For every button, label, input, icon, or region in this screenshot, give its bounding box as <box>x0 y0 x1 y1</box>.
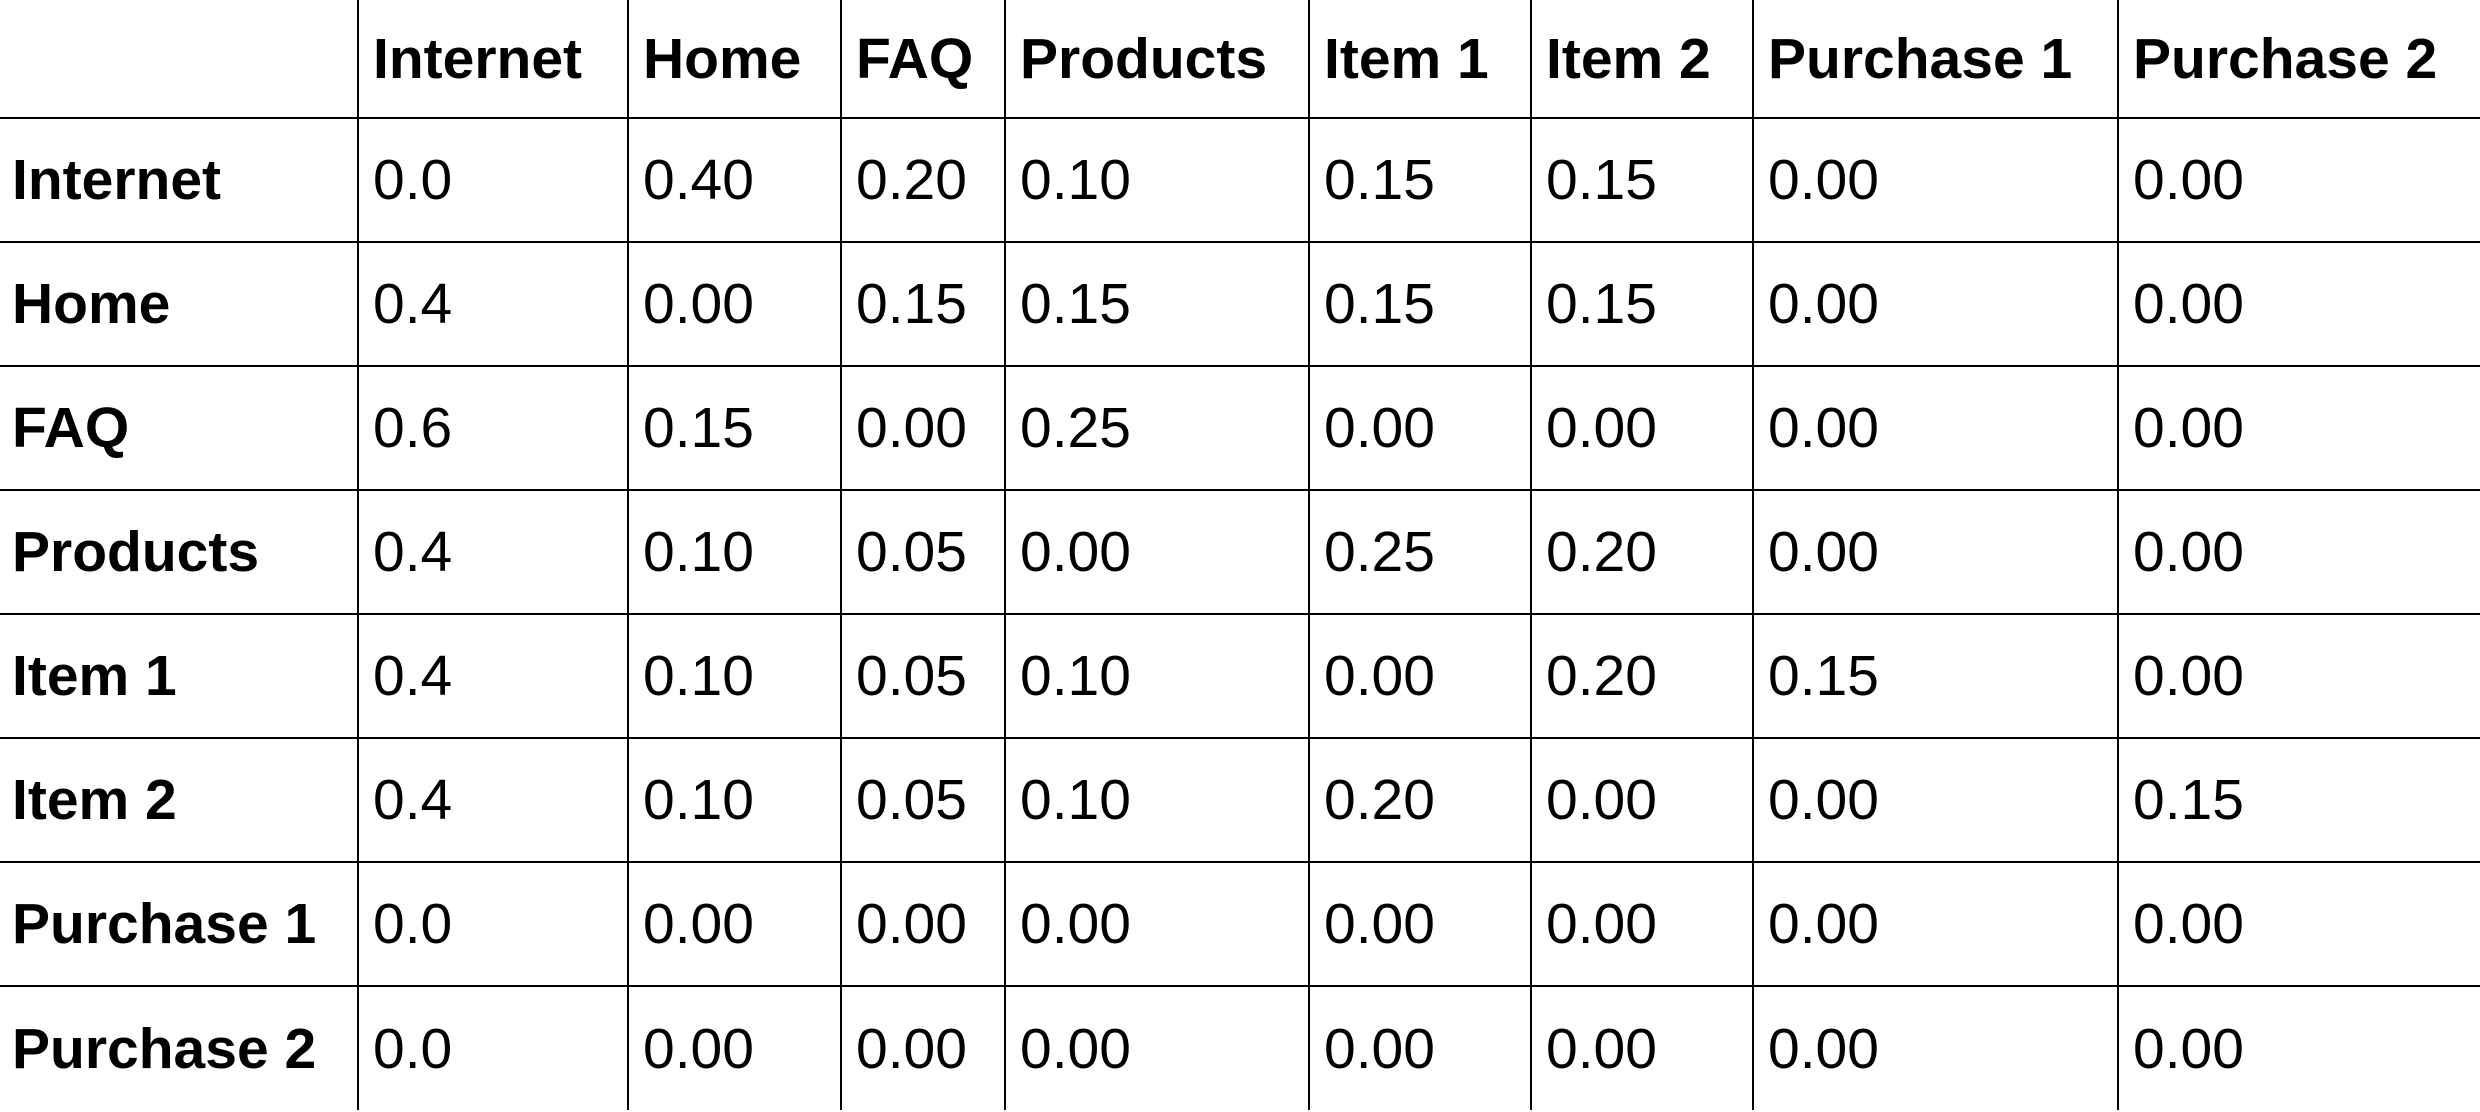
table-cell: 0.15 <box>627 365 842 491</box>
table-cell: 0.00 <box>1752 985 2119 1110</box>
table-cell: 0.05 <box>840 613 1006 739</box>
table-row: Purchase 2 0.0 0.00 0.00 0.00 0.00 0.00 … <box>0 985 2480 1110</box>
table-cell: 0.15 <box>1004 241 1310 367</box>
table-cell: 0.00 <box>1752 489 2119 615</box>
table-cell: 0.00 <box>840 861 1006 987</box>
table-row: Item 1 0.4 0.10 0.05 0.10 0.00 0.20 0.15… <box>0 613 2480 739</box>
table-cell: 0.00 <box>627 861 842 987</box>
column-header-item-1: Item 1 <box>1308 0 1532 119</box>
table-row: Purchase 1 0.0 0.00 0.00 0.00 0.00 0.00 … <box>0 861 2480 987</box>
table-cell: 0.00 <box>1530 861 1754 987</box>
table-cell: 0.10 <box>1004 737 1310 863</box>
table-cell: 0.0 <box>357 985 629 1110</box>
table-row: Home 0.4 0.00 0.15 0.15 0.15 0.15 0.00 0… <box>0 241 2480 367</box>
table-cell: 0.15 <box>840 241 1006 367</box>
table-cell: 0.15 <box>1308 241 1532 367</box>
row-header-purchase-2: Purchase 2 <box>0 985 359 1110</box>
table-cell: 0.00 <box>1752 117 2119 243</box>
table-cell: 0.00 <box>2117 489 2480 615</box>
table-cell: 0.05 <box>840 737 1006 863</box>
column-header-faq: FAQ <box>840 0 1006 119</box>
table-cell: 0.00 <box>1530 737 1754 863</box>
table-cell: 0.00 <box>1004 861 1310 987</box>
column-header-home: Home <box>627 0 842 119</box>
table-cell: 0.0 <box>357 117 629 243</box>
table-row: FAQ 0.6 0.15 0.00 0.25 0.00 0.00 0.00 0.… <box>0 365 2480 491</box>
table-cell: 0.10 <box>1004 613 1310 739</box>
table-cell: 0.00 <box>2117 861 2480 987</box>
row-header-purchase-1: Purchase 1 <box>0 861 359 987</box>
table-cell: 0.20 <box>1530 489 1754 615</box>
table-cell: 0.15 <box>1530 241 1754 367</box>
column-header-internet: Internet <box>357 0 629 119</box>
table-cell: 0.0 <box>357 861 629 987</box>
table-cell: 0.00 <box>2117 613 2480 739</box>
table-cell: 0.4 <box>357 241 629 367</box>
table-cell: 0.00 <box>840 365 1006 491</box>
row-header-item-1: Item 1 <box>0 613 359 739</box>
table-cell: 0.00 <box>840 985 1006 1110</box>
table-cell: 0.00 <box>1308 985 1532 1110</box>
table-cell: 0.00 <box>2117 365 2480 491</box>
table-cell: 0.05 <box>840 489 1006 615</box>
row-header-faq: FAQ <box>0 365 359 491</box>
table-cell: 0.00 <box>1308 861 1532 987</box>
column-header-products: Products <box>1004 0 1310 119</box>
table-row: Internet 0.0 0.40 0.20 0.10 0.15 0.15 0.… <box>0 117 2480 243</box>
table-cell: 0.10 <box>627 489 842 615</box>
table-cell: 0.20 <box>1530 613 1754 739</box>
table-cell: 0.00 <box>2117 985 2480 1110</box>
table-cell: 0.10 <box>627 737 842 863</box>
table-cell: 0.00 <box>1530 365 1754 491</box>
table-cell: 0.00 <box>1752 365 2119 491</box>
table-cell: 0.15 <box>1308 117 1532 243</box>
table-cell: 0.4 <box>357 737 629 863</box>
table-cell: 0.6 <box>357 365 629 491</box>
table-cell: 0.10 <box>1004 117 1310 243</box>
column-header-item-2: Item 2 <box>1530 0 1754 119</box>
table-cell: 0.00 <box>627 985 842 1110</box>
table-cell: 0.00 <box>627 241 842 367</box>
table-cell: 0.15 <box>1752 613 2119 739</box>
row-header-item-2: Item 2 <box>0 737 359 863</box>
table-cell: 0.00 <box>1752 861 2119 987</box>
table-cell: 0.25 <box>1004 365 1310 491</box>
corner-cell <box>0 0 359 119</box>
table-cell: 0.00 <box>1308 613 1532 739</box>
table-cell: 0.20 <box>840 117 1006 243</box>
table-cell: 0.00 <box>2117 241 2480 367</box>
table-cell: 0.40 <box>627 117 842 243</box>
table-cell: 0.00 <box>2117 117 2480 243</box>
column-header-purchase-1: Purchase 1 <box>1752 0 2119 119</box>
table-cell: 0.4 <box>357 489 629 615</box>
table-cell: 0.20 <box>1308 737 1532 863</box>
table-cell: 0.00 <box>1004 489 1310 615</box>
table-cell: 0.10 <box>627 613 842 739</box>
column-header-purchase-2: Purchase 2 <box>2117 0 2480 119</box>
table-cell: 0.00 <box>1752 737 2119 863</box>
table-row: Products 0.4 0.10 0.05 0.00 0.25 0.20 0.… <box>0 489 2480 615</box>
table-cell: 0.00 <box>1308 365 1532 491</box>
table-cell: 0.15 <box>2117 737 2480 863</box>
table-cell: 0.25 <box>1308 489 1532 615</box>
table-cell: 0.4 <box>357 613 629 739</box>
table-cell: 0.00 <box>1004 985 1310 1110</box>
row-header-products: Products <box>0 489 359 615</box>
table-cell: 0.15 <box>1530 117 1754 243</box>
table-row: Item 2 0.4 0.10 0.05 0.10 0.20 0.00 0.00… <box>0 737 2480 863</box>
row-header-home: Home <box>0 241 359 367</box>
table-cell: 0.00 <box>1530 985 1754 1110</box>
header-row: Internet Home FAQ Products Item 1 Item 2… <box>0 0 2480 119</box>
row-header-internet: Internet <box>0 117 359 243</box>
table-cell: 0.00 <box>1752 241 2119 367</box>
